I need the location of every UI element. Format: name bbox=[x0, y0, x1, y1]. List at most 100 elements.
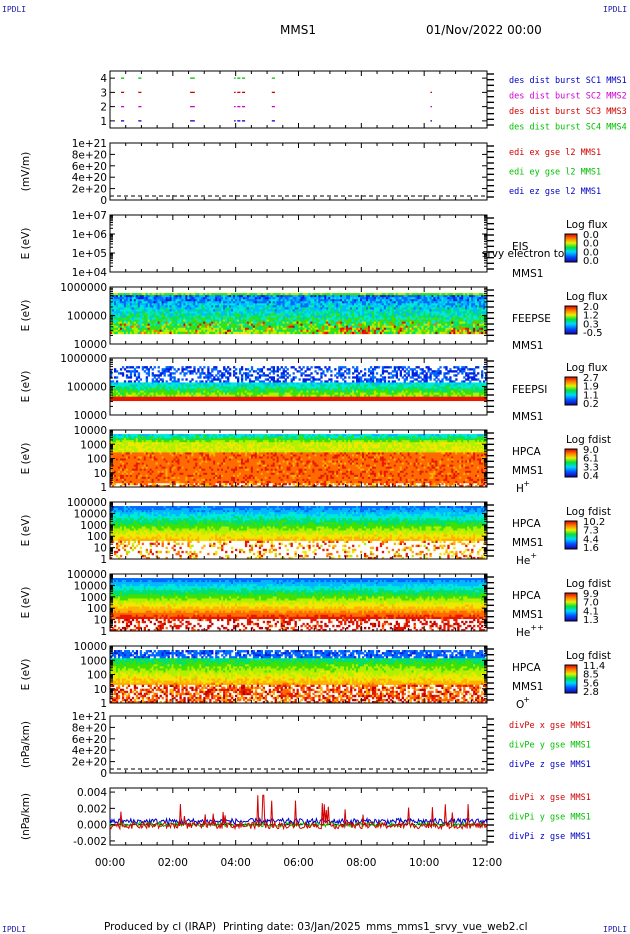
panel-feeps-e-cell bbox=[169, 303, 172, 306]
panel-feeps-e-cell bbox=[131, 323, 135, 326]
panel-feeps-i-cell bbox=[175, 394, 178, 397]
panel-feeps-e-cell bbox=[326, 303, 329, 306]
panel-feeps-e-cell bbox=[147, 297, 150, 300]
panel-feeps-e-cell bbox=[258, 307, 262, 310]
panel-feeps-e-cell bbox=[219, 311, 222, 314]
panel-feeps-e-cell bbox=[393, 317, 397, 320]
panel-feeps-e-cell bbox=[427, 307, 430, 310]
panel-feeps-e-cell bbox=[189, 307, 192, 310]
panel-burst-legend-entry: des dist burst SC1 MMS1 bbox=[509, 76, 627, 86]
panel-feeps-i-cell bbox=[119, 388, 123, 391]
panel-feeps-i-cell bbox=[169, 368, 172, 371]
panel-feeps-e-cell bbox=[405, 327, 408, 331]
panel-feeps-e-cell bbox=[358, 313, 361, 316]
panel-feeps-e-cell bbox=[258, 315, 262, 318]
panel-feeps-e-cell bbox=[155, 319, 158, 322]
panel-feeps-e-cell bbox=[367, 317, 371, 320]
panel-feeps-e-cell bbox=[369, 305, 373, 308]
panel-feeps-e-cell bbox=[252, 325, 256, 329]
panel-feeps-i-cell bbox=[219, 374, 222, 377]
panel-feeps-e-cell bbox=[246, 331, 250, 335]
panel-feeps-e-cell bbox=[320, 329, 323, 333]
panel-feeps-e-cell bbox=[377, 307, 381, 310]
panel-feeps-e-cell bbox=[250, 325, 254, 329]
panel-feeps-e-cell bbox=[379, 299, 383, 302]
panel-feeps-e-cell bbox=[385, 299, 389, 302]
panel-feeps-e-cell bbox=[213, 295, 216, 298]
panel-feeps-e-cell bbox=[391, 307, 395, 310]
panel-feeps-e-cell bbox=[219, 331, 222, 335]
panel-feeps-e-cell bbox=[129, 301, 133, 304]
panel-feeps-e-cell bbox=[211, 321, 214, 324]
panel-feeps-e-cell bbox=[435, 321, 438, 324]
panel-feeps-i-cell bbox=[221, 382, 224, 385]
panel-feeps-e-cell bbox=[356, 331, 359, 335]
panel-feeps-e-cell bbox=[439, 311, 442, 314]
panel-feeps-e-cell bbox=[207, 305, 210, 308]
panel-feeps-e-cell bbox=[391, 301, 395, 304]
panel-feeps-e-cell bbox=[475, 323, 478, 326]
panel-feeps-e-cell bbox=[284, 303, 287, 306]
panel-feeps-i-cell bbox=[209, 394, 212, 397]
panel-feeps-e-cell bbox=[111, 329, 115, 333]
panel-feeps-e-cell bbox=[262, 297, 266, 300]
panel-feeps-e-cell bbox=[457, 319, 460, 322]
panel-feeps-e-cell bbox=[127, 311, 131, 314]
panel-feeps-e-cell bbox=[119, 323, 123, 326]
panel-feeps-e-cell bbox=[179, 301, 182, 304]
panel-feeps-e-cell bbox=[417, 315, 420, 318]
panel-feeps-e-cell bbox=[219, 301, 222, 304]
panel-feeps-i-cell bbox=[151, 386, 154, 389]
panel-feeps-e-cell bbox=[143, 299, 147, 302]
panel-feeps-e-cell bbox=[479, 297, 482, 300]
panel-feeps-e-cell bbox=[439, 323, 442, 326]
panel-feeps-e-cell bbox=[143, 313, 147, 316]
panel-feeps-e-cell bbox=[401, 295, 404, 298]
panel-feeps-i-cell bbox=[177, 380, 180, 383]
panel-feeps-e-cell bbox=[282, 295, 285, 298]
panel-feeps-e-cell bbox=[310, 293, 313, 296]
panel-feeps-i-cell bbox=[223, 368, 226, 371]
panel-feeps-e-cell bbox=[387, 315, 391, 318]
panel-feeps-e-cell bbox=[191, 313, 194, 316]
panel-feeps-e-cell bbox=[135, 321, 139, 324]
panel-feeps-e-cell bbox=[352, 299, 355, 302]
panel-feeps-e-cell bbox=[240, 329, 244, 333]
panel-feeps-i-cell bbox=[163, 388, 166, 391]
panel-feeps-e-cell bbox=[256, 319, 260, 322]
panel-feeps-i-cell bbox=[133, 368, 137, 371]
panel-feeps-e-cell bbox=[159, 299, 162, 302]
panel-feeps-e-cell bbox=[173, 321, 176, 324]
panel-feeps-e-cell bbox=[163, 295, 166, 298]
panel-feeps-e-cell bbox=[449, 307, 452, 310]
panel-feeps-e-cell bbox=[399, 315, 402, 318]
panel-feeps-e-cell bbox=[367, 311, 371, 314]
panel-feeps-e-cell bbox=[429, 325, 432, 329]
panel-feeps-i-cell bbox=[205, 374, 208, 377]
panel-feeps-e-cell bbox=[397, 309, 400, 312]
panel-feeps-e-cell bbox=[461, 305, 464, 308]
panel-feeps-e-cell bbox=[352, 301, 355, 304]
panel-feeps-i-cell bbox=[157, 374, 160, 377]
panel-feeps-e-cell bbox=[266, 327, 270, 331]
panel-feeps-e-cell bbox=[189, 313, 192, 316]
panel-feeps-e-cell bbox=[340, 327, 343, 331]
panel-feeps-e-cell bbox=[294, 301, 297, 304]
panel-feeps-e-cell bbox=[242, 293, 246, 296]
panel-feeps-i-cell bbox=[155, 392, 158, 395]
panel-feeps-e-cell bbox=[225, 309, 228, 312]
panel-feeps-i-cell bbox=[161, 380, 164, 383]
panel-feeps-e-cell bbox=[175, 293, 178, 296]
panel-feeps-i-cell bbox=[163, 368, 166, 371]
panel-feeps-i-cell bbox=[207, 384, 210, 387]
panel-feeps-e-cell bbox=[405, 297, 408, 300]
panel-feeps-e-cell bbox=[399, 313, 402, 316]
panel-feeps-e-cell bbox=[354, 305, 357, 308]
panel-feeps-e-cell bbox=[242, 313, 246, 316]
panel-feeps-e-cell bbox=[415, 299, 418, 302]
panel-feeps-i-cell bbox=[185, 386, 188, 389]
panel-feeps-e-cell bbox=[397, 297, 400, 300]
panel-feeps-e-cell bbox=[373, 323, 377, 326]
panel-feeps-e-cell bbox=[181, 327, 184, 331]
